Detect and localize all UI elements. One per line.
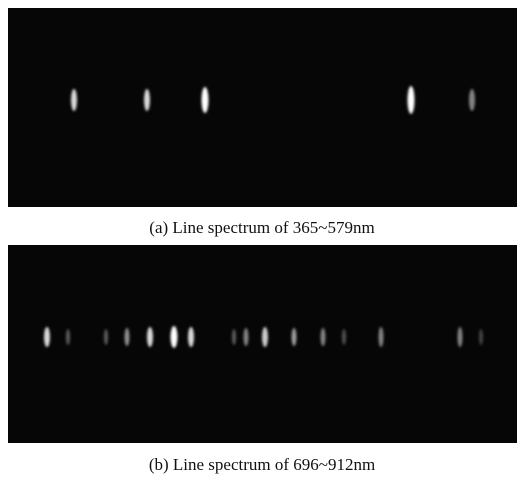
spectral-line <box>262 327 268 347</box>
spectral-line <box>201 87 209 113</box>
spectral-line <box>232 329 236 345</box>
caption: (b) Line spectrum of 696~912nm <box>149 455 375 474</box>
spectral-line <box>479 329 483 345</box>
spectral-line <box>457 327 463 347</box>
spectral-line <box>320 328 326 346</box>
spectral-line <box>170 326 178 348</box>
spectrum-panel-b <box>8 245 517 443</box>
spectral-line <box>147 327 153 347</box>
spectral-line <box>243 328 249 346</box>
caption: (a) Line spectrum of 365~579nm <box>149 218 374 237</box>
spectral-line <box>188 327 194 347</box>
spectrum-panel-a <box>8 8 517 207</box>
spectral-line <box>342 329 346 345</box>
spectral-line <box>104 329 108 345</box>
spectral-line <box>407 86 415 114</box>
spectral-line <box>144 89 150 111</box>
spectral-line <box>378 327 384 347</box>
spectral-lines-b <box>44 326 483 348</box>
spectral-line <box>124 328 130 346</box>
spectral-line <box>66 329 70 345</box>
spectral-line <box>469 89 475 111</box>
spectral-line <box>71 89 77 111</box>
spectral-line <box>291 328 297 346</box>
spectral-lines-a <box>71 86 475 114</box>
spectral-line <box>44 327 50 347</box>
